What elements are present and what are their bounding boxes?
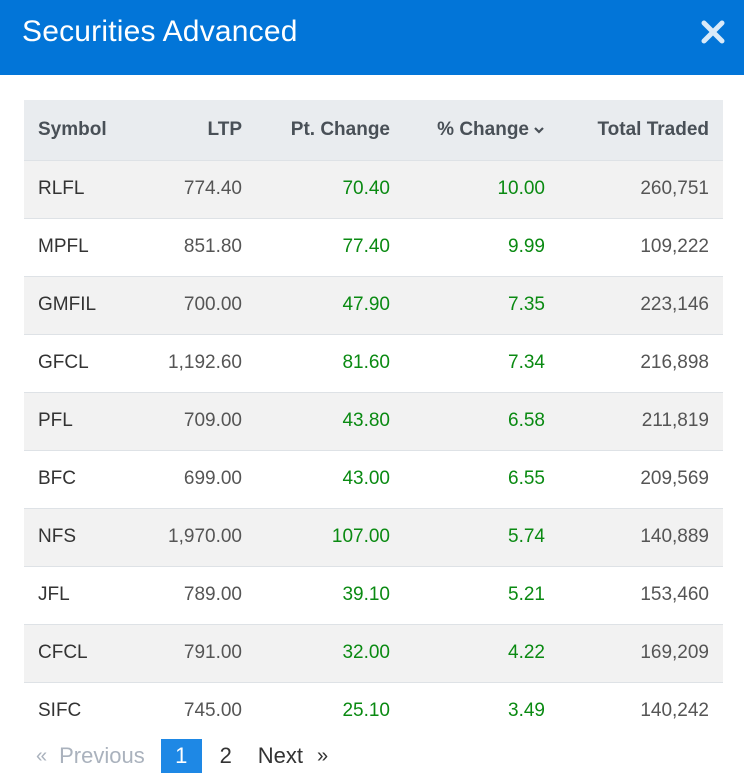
pct-change-cell: 9.99 <box>508 236 545 257</box>
pct-change-cell: 10.00 <box>497 178 545 199</box>
close-icon <box>701 20 725 44</box>
pct-change-cell: 5.74 <box>508 526 545 547</box>
table-header-row: Symbol LTP Pt. Change % Change Total Tra… <box>24 100 723 161</box>
table-row[interactable]: SIFC 745.00 25.10 3.49 140,242 <box>24 682 723 740</box>
pt-change-cell: 25.10 <box>342 700 390 722</box>
table-row[interactable]: RLFL 774.40 70.40 10.00 260,751 <box>24 160 723 218</box>
pct-change-cell: 6.55 <box>508 468 545 489</box>
next-label: Next <box>257 743 303 768</box>
ltp-cell: 851.80 <box>183 236 242 257</box>
close-button[interactable] <box>700 17 726 47</box>
double-chevron-left-icon: « <box>36 744 48 767</box>
column-header-total-traded[interactable]: Total Traded <box>559 100 723 161</box>
ltp-cell: 1,970.00 <box>168 526 242 547</box>
table-row[interactable]: MPFL 851.80 77.40 9.99 109,222 <box>24 218 723 276</box>
symbol-cell[interactable]: JFL <box>38 584 70 605</box>
pt-change-cell: 43.00 <box>342 468 390 489</box>
page-1-button[interactable]: 1 <box>160 739 202 773</box>
ltp-cell: 745.00 <box>183 700 242 722</box>
ltp-cell: 789.00 <box>183 584 242 605</box>
double-chevron-right-icon: » <box>316 744 329 767</box>
table-row[interactable]: BFC 699.00 43.00 6.55 209,569 <box>24 450 723 508</box>
table-row[interactable]: GMFIL 700.00 47.90 7.35 223,146 <box>24 276 723 334</box>
pagination: « Previous 1 2 Next » <box>36 739 328 773</box>
symbol-cell[interactable]: MPFL <box>38 236 89 257</box>
total-traded-cell: 260,751 <box>640 178 709 199</box>
column-header-symbol[interactable]: Symbol <box>24 100 136 161</box>
pt-change-cell: 81.60 <box>342 352 390 373</box>
chevron-down-icon <box>534 126 544 134</box>
symbol-cell[interactable]: RLFL <box>38 178 85 199</box>
pct-change-cell: 4.22 <box>508 642 545 663</box>
total-traded-cell: 209,569 <box>640 468 709 489</box>
previous-page-button[interactable]: « Previous <box>36 743 145 769</box>
pct-change-cell: 3.49 <box>508 700 545 722</box>
symbol-cell[interactable]: GMFIL <box>38 294 97 315</box>
table-row[interactable]: NFS 1,970.00 107.00 5.74 140,889 <box>24 508 723 566</box>
symbol-cell[interactable]: BFC <box>38 468 76 489</box>
ltp-cell: 700.00 <box>183 294 242 315</box>
pt-change-cell: 107.00 <box>331 526 390 547</box>
pt-change-cell: 32.00 <box>342 642 390 663</box>
previous-label: Previous <box>59 743 145 768</box>
pt-change-cell: 70.40 <box>342 178 390 199</box>
pct-change-cell: 6.58 <box>508 410 545 431</box>
pct-change-cell: 7.35 <box>508 294 545 315</box>
symbol-cell[interactable]: CFCL <box>38 642 88 663</box>
total-traded-cell: 140,242 <box>640 700 709 722</box>
symbol-cell[interactable]: GFCL <box>38 352 89 373</box>
table-row[interactable]: CFCL 791.00 32.00 4.22 169,209 <box>24 624 723 682</box>
pt-change-cell: 77.40 <box>342 236 390 257</box>
table-row[interactable]: JFL 789.00 39.10 5.21 153,460 <box>24 566 723 624</box>
pct-change-cell: 7.34 <box>508 352 545 373</box>
column-header-pct-change[interactable]: % Change <box>404 100 559 161</box>
table-row[interactable]: GFCL 1,192.60 81.60 7.34 216,898 <box>24 334 723 392</box>
next-page-button[interactable]: Next » <box>258 743 328 769</box>
total-traded-cell: 211,819 <box>641 410 709 431</box>
ltp-cell: 709.00 <box>183 410 242 431</box>
symbol-cell[interactable]: SIFC <box>38 700 82 722</box>
ltp-cell: 1,192.60 <box>168 352 242 373</box>
symbol-cell[interactable]: PFL <box>38 410 73 431</box>
modal-header: Securities Advanced <box>0 0 744 75</box>
total-traded-cell: 140,889 <box>640 526 709 547</box>
total-traded-cell: 169,209 <box>640 642 709 663</box>
total-traded-cell: 216,898 <box>640 352 709 373</box>
column-header-pct-change-label: % Change <box>437 118 529 140</box>
pt-change-cell: 39.10 <box>342 584 390 605</box>
pct-change-cell: 5.21 <box>508 584 545 605</box>
total-traded-cell: 223,146 <box>640 294 709 315</box>
ltp-cell: 699.00 <box>183 468 242 489</box>
page-2-button[interactable]: 2 <box>219 743 232 768</box>
pt-change-cell: 43.80 <box>342 410 390 431</box>
pt-change-cell: 47.90 <box>342 294 390 315</box>
total-traded-cell: 109,222 <box>640 236 709 257</box>
column-header-pt-change[interactable]: Pt. Change <box>256 100 404 161</box>
symbol-cell[interactable]: NFS <box>38 526 76 547</box>
modal-title: Securities Advanced <box>22 15 298 48</box>
ltp-cell: 791.00 <box>183 642 242 663</box>
column-header-ltp[interactable]: LTP <box>136 100 256 161</box>
table-row[interactable]: PFL 709.00 43.80 6.58 211,819 <box>24 392 723 450</box>
ltp-cell: 774.40 <box>183 178 242 199</box>
total-traded-cell: 153,460 <box>640 584 709 605</box>
securities-table: Symbol LTP Pt. Change % Change Total Tra… <box>24 100 723 740</box>
